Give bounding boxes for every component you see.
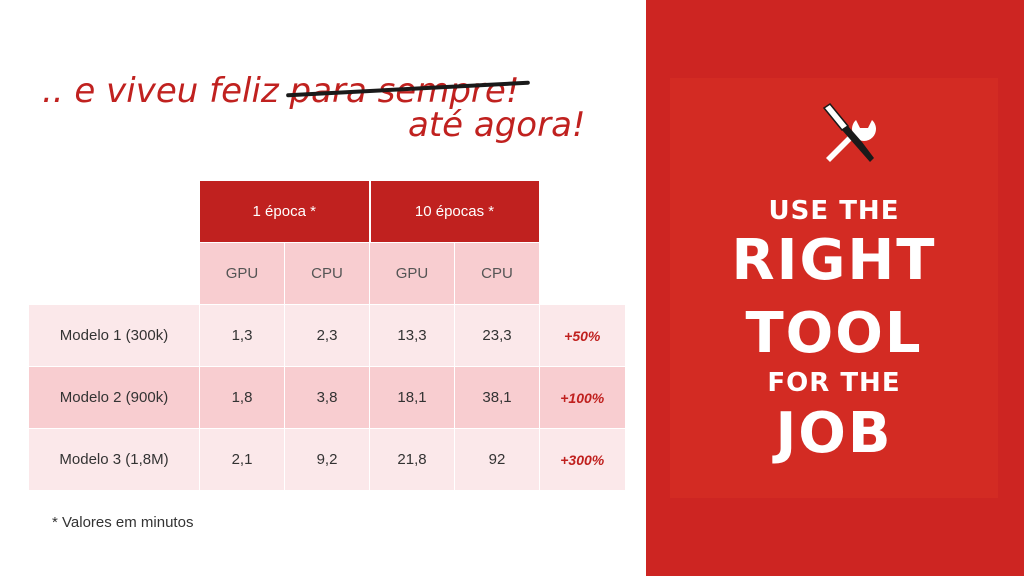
row-label: Modelo 1 (300k) — [28, 304, 200, 367]
slide-title-line-1: .. e viveu feliz para sempre! — [42, 71, 530, 111]
table-row: Modelo 3 (1,8M) 2,1 9,2 21,8 92 +300% — [28, 428, 626, 491]
table-corner — [28, 180, 200, 243]
slide-title-line-2: até agora! — [408, 105, 586, 145]
row-label: Modelo 3 (1,8M) — [28, 428, 200, 491]
title-struck-text: para sempre! — [285, 74, 530, 108]
poster-line-right: RIGHT — [731, 228, 937, 293]
timing-table: 1 época * 10 épocas * GPU CPU GPU CPU Mo… — [28, 180, 626, 491]
table-cell: 1,8 — [199, 366, 285, 429]
subheader-gpu: GPU — [369, 242, 455, 305]
table-cell: 18,1 — [369, 366, 455, 429]
table-cell: 21,8 — [369, 428, 455, 491]
header-1-epoch: 1 época * — [199, 180, 371, 243]
footnote: * Valores em minutos — [52, 514, 194, 531]
subheader-gpu: GPU — [199, 242, 285, 305]
table-cell: 13,3 — [369, 304, 455, 367]
increase-cell: +100% — [539, 366, 626, 429]
title-prefix: .. e viveu feliz — [42, 71, 290, 111]
table-cell: 1,3 — [199, 304, 285, 367]
table-cell: 2,3 — [284, 304, 370, 367]
subheader-cpu: CPU — [284, 242, 370, 305]
header-10-epochs: 10 épocas * — [369, 180, 541, 243]
table-cell: 23,3 — [454, 304, 540, 367]
table-subheader-row: GPU CPU GPU CPU — [28, 242, 626, 305]
poster-line-for-the: FOR THE — [767, 368, 901, 398]
table-header-row: 1 época * 10 épocas * — [28, 180, 626, 243]
table-row: Modelo 2 (900k) 1,8 3,8 18,1 38,1 +100% — [28, 366, 626, 429]
wrench-screwdriver-icon — [822, 102, 876, 162]
table-cell: 2,1 — [199, 428, 285, 491]
increase-cell: +300% — [539, 428, 626, 491]
poster-line-job: JOB — [775, 401, 893, 466]
table-cell: 38,1 — [454, 366, 540, 429]
table-cell: 3,8 — [284, 366, 370, 429]
table-cell: 9,2 — [284, 428, 370, 491]
poster-image: USE THE RIGHT TOOL FOR THE JOB — [670, 78, 998, 498]
increase-cell: +50% — [539, 304, 626, 367]
poster-line-tool: TOOL — [745, 301, 923, 366]
subheader-cpu: CPU — [454, 242, 540, 305]
poster-panel: USE THE RIGHT TOOL FOR THE JOB — [646, 0, 1024, 576]
poster-line-use-the: USE THE — [768, 196, 900, 226]
table-row: Modelo 1 (300k) 1,3 2,3 13,3 23,3 +50% — [28, 304, 626, 367]
table-cell: 92 — [454, 428, 540, 491]
row-label: Modelo 2 (900k) — [28, 366, 200, 429]
